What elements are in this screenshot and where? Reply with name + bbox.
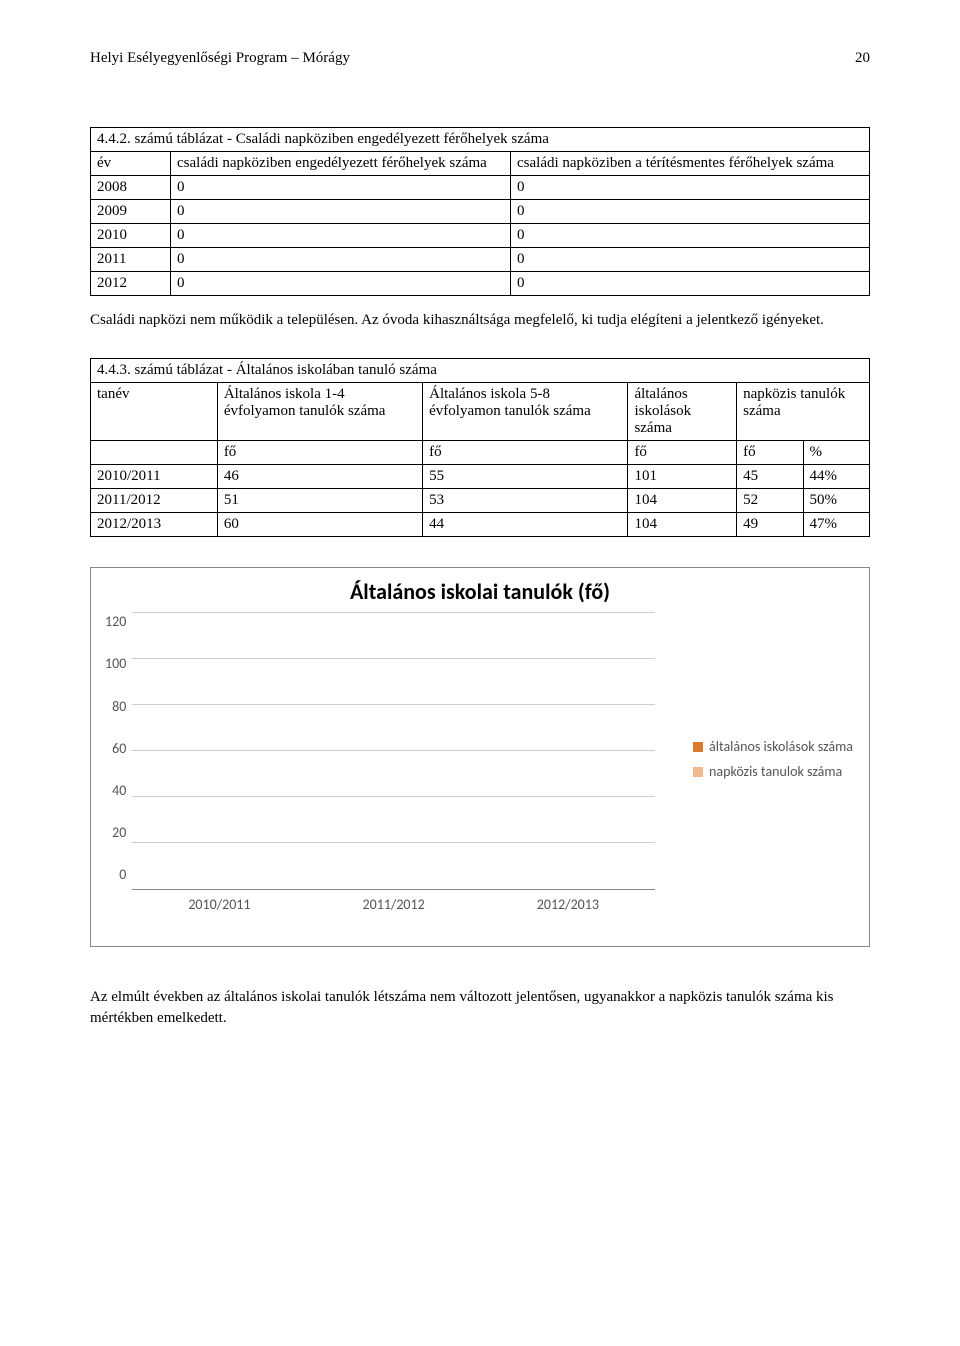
y-tick-label: 100 <box>105 655 126 672</box>
col-header: tanév <box>91 383 218 441</box>
table-caption: 4.4.3. számú táblázat - Általános iskolá… <box>91 359 870 383</box>
col-header: Általános iskola 1-4 évfolyamon tanulók … <box>217 383 422 441</box>
col-subheader: fő <box>737 441 803 465</box>
x-tick-label: 2010/2011 <box>174 896 264 913</box>
table-header-row: év családi napköziben engedélyezett férő… <box>91 152 870 176</box>
table-cell: 53 <box>423 489 628 513</box>
table-caption-row: 4.4.3. számú táblázat - Általános iskolá… <box>91 359 870 383</box>
table-cell: 2010 <box>91 224 171 248</box>
table-cell: 44% <box>803 465 869 489</box>
col-subheader: fő <box>423 441 628 465</box>
x-tick-label: 2011/2012 <box>349 896 439 913</box>
table-cell: 2011/2012 <box>91 489 218 513</box>
table-iskola: 4.4.3. számú táblázat - Általános iskolá… <box>90 358 870 537</box>
table-cell: 104 <box>628 489 737 513</box>
col-subheader <box>91 441 218 465</box>
legend-label: általános iskolások száma <box>709 738 853 755</box>
table-ferohelyek: 4.4.2. számú táblázat - Családi napközib… <box>90 127 870 296</box>
grid-line <box>132 750 655 751</box>
paragraph-napkozi: Családi napközi nem működik a települése… <box>90 310 870 330</box>
grid-line <box>132 796 655 797</box>
table-cell: 44 <box>423 513 628 537</box>
table-row: 201200 <box>91 272 870 296</box>
y-tick-label: 40 <box>112 782 126 799</box>
col-subheader: fő <box>628 441 737 465</box>
table-cell: 2008 <box>91 176 171 200</box>
table-row: 2011/201251531045250% <box>91 489 870 513</box>
page-header: Helyi Esélyegyenlőségi Program – Mórágy … <box>90 50 870 67</box>
col-header: Általános iskola 5-8 évfolyamon tanulók … <box>423 383 628 441</box>
table-cell: 2012 <box>91 272 171 296</box>
legend-item: napközis tanulok száma <box>693 763 853 780</box>
y-tick-label: 20 <box>112 824 126 841</box>
table-cell: 104 <box>628 513 737 537</box>
legend-swatch <box>693 767 703 777</box>
grid-line <box>132 704 655 705</box>
table-row: 200900 <box>91 200 870 224</box>
table-cell: 2010/2011 <box>91 465 218 489</box>
table-cell: 0 <box>171 248 511 272</box>
table-cell: 0 <box>511 176 870 200</box>
legend-label: napközis tanulok száma <box>709 763 842 780</box>
chart-title: Általános iskolai tanulók (fő) <box>105 578 855 605</box>
grid-line <box>132 842 655 843</box>
table-cell: 0 <box>511 200 870 224</box>
y-tick-label: 0 <box>119 866 126 883</box>
table-cell: 51 <box>217 489 422 513</box>
table-cell: 0 <box>171 272 511 296</box>
table-cell: 2009 <box>91 200 171 224</box>
table-cell: 0 <box>511 224 870 248</box>
table-subheader-row: fő fő fő fő % <box>91 441 870 465</box>
chart-iskola-tanulok: Általános iskolai tanulók (fő) 120 100 80 6… <box>90 567 870 947</box>
col-header: napközis tanulók száma <box>737 383 870 441</box>
y-tick-label: 80 <box>112 698 126 715</box>
table-cell: 55 <box>423 465 628 489</box>
table-cell: 0 <box>511 248 870 272</box>
table-cell: 45 <box>737 465 803 489</box>
table-cell: 2012/2013 <box>91 513 218 537</box>
col-header: családi napköziben engedélyezett férőhel… <box>171 152 511 176</box>
table-caption-row: 4.4.2. számú táblázat - Családi napközib… <box>91 128 870 152</box>
bars-row <box>132 613 655 889</box>
page-number: 20 <box>855 50 870 67</box>
y-axis: 120 100 80 60 40 20 0 <box>105 613 132 883</box>
table-header-row: tanév Általános iskola 1-4 évfolyamon ta… <box>91 383 870 441</box>
legend-item: általános iskolások száma <box>693 738 853 755</box>
table-cell: 2011 <box>91 248 171 272</box>
x-axis-labels: 2010/2011 2011/2012 2012/2013 <box>132 896 655 913</box>
table-cell: 0 <box>171 200 511 224</box>
table-row: 201100 <box>91 248 870 272</box>
paragraph-closing: Az elmúlt években az általános iskolai t… <box>90 987 870 1028</box>
table-cell: 49 <box>737 513 803 537</box>
y-tick-label: 120 <box>105 613 126 630</box>
grid-line <box>132 658 655 659</box>
table-cell: 52 <box>737 489 803 513</box>
col-header: általános iskolások száma <box>628 383 737 441</box>
table-cell: 60 <box>217 513 422 537</box>
table-row: 201000 <box>91 224 870 248</box>
col-subheader: % <box>803 441 869 465</box>
doc-title: Helyi Esélyegyenlőségi Program – Mórágy <box>90 50 350 67</box>
col-header: családi napköziben a térítésmentes férőh… <box>511 152 870 176</box>
table-caption: 4.4.2. számú táblázat - Családi napközib… <box>91 128 870 152</box>
legend-swatch <box>693 742 703 752</box>
table-row: 200800 <box>91 176 870 200</box>
table-cell: 101 <box>628 465 737 489</box>
table-cell: 50% <box>803 489 869 513</box>
col-header: év <box>91 152 171 176</box>
plot-area <box>132 613 655 890</box>
x-tick-label: 2012/2013 <box>523 896 613 913</box>
table-cell: 47% <box>803 513 869 537</box>
table-cell: 0 <box>171 224 511 248</box>
table-cell: 0 <box>511 272 870 296</box>
table-cell: 0 <box>171 176 511 200</box>
grid-line <box>132 612 655 613</box>
table-row: 2010/201146551014544% <box>91 465 870 489</box>
table-row: 2012/201360441044947% <box>91 513 870 537</box>
table-cell: 46 <box>217 465 422 489</box>
chart-legend: általános iskolások száma napközis tanulo… <box>693 738 853 788</box>
y-tick-label: 60 <box>112 740 126 757</box>
col-subheader: fő <box>217 441 422 465</box>
